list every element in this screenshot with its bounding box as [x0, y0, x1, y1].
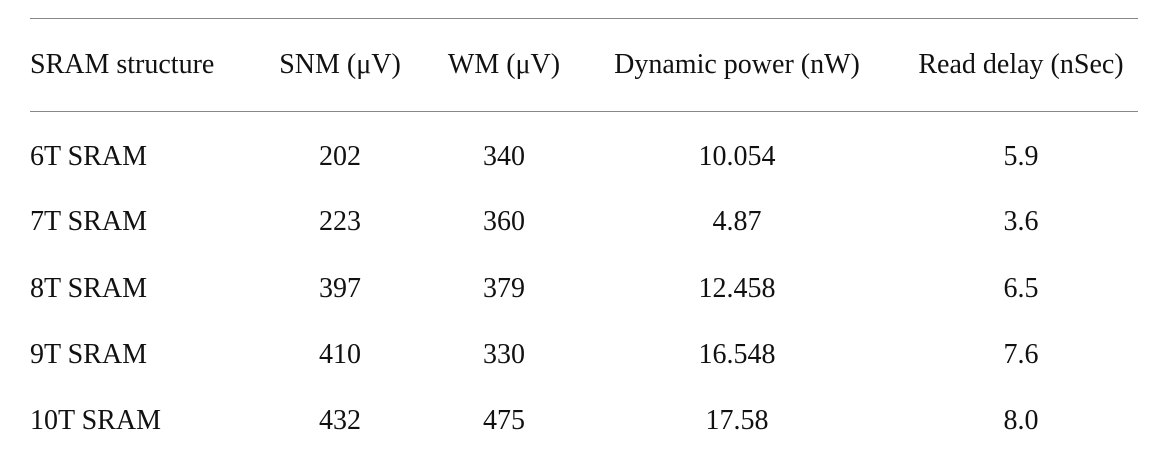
column-header: Read delay (nSec) [918, 49, 1124, 80]
table-cell: 432 [319, 405, 361, 436]
table-cell: 6.5 [1003, 273, 1039, 304]
table-cell: 7.6 [1003, 339, 1039, 370]
table-cell: 5.9 [1003, 141, 1039, 172]
table-cell: 360 [483, 206, 525, 237]
table-cell: 16.548 [698, 339, 776, 370]
table-cell: 330 [483, 339, 525, 370]
table-cell: 3.6 [1003, 206, 1039, 237]
table-cell: 202 [319, 141, 361, 172]
row-label: 7T SRAM [30, 206, 147, 237]
table-cell: 340 [483, 141, 525, 172]
column-header: WM (μV) [447, 49, 561, 80]
column-header: Dynamic power (nW) [614, 49, 860, 80]
column-header: SRAM structure [30, 49, 215, 80]
row-label: 8T SRAM [30, 273, 147, 304]
table-cell: 410 [319, 339, 361, 370]
table-cell: 379 [483, 273, 525, 304]
table-cell: 4.87 [712, 206, 762, 237]
table-cell: 397 [319, 273, 361, 304]
row-label: 9T SRAM [30, 339, 147, 370]
table-cell: 12.458 [698, 273, 776, 304]
table-cell: 17.58 [705, 405, 769, 436]
row-label: 10T SRAM [30, 405, 161, 436]
top-rule [30, 18, 1138, 19]
table-cell: 10.054 [698, 141, 776, 172]
table-cell: 223 [319, 206, 361, 237]
header-rule [30, 111, 1138, 112]
column-header: SNM (μV) [279, 49, 401, 80]
row-label: 6T SRAM [30, 141, 147, 172]
table-cell: 475 [483, 405, 525, 436]
table-cell: 8.0 [1003, 405, 1039, 436]
